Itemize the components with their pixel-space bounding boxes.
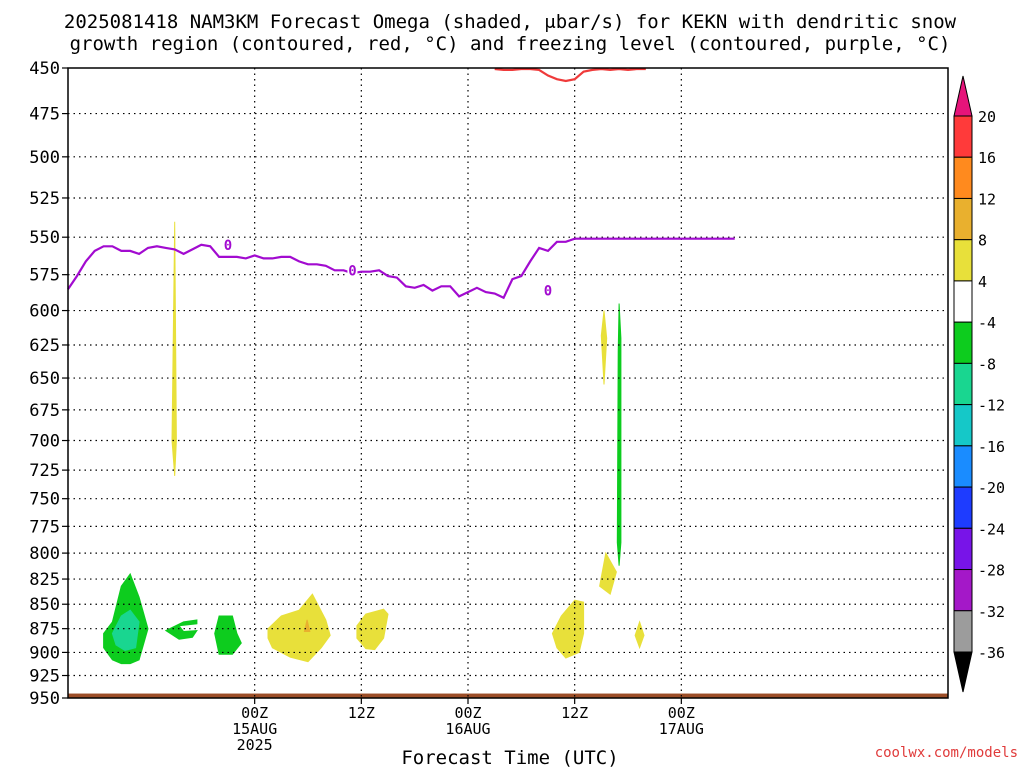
colorbar-swatch (953, 569, 973, 612)
colorbar-label: 12 (978, 190, 996, 208)
colorbar-swatch (953, 486, 973, 529)
y-tick-label: 775 (29, 517, 60, 537)
colorbar-swatch (953, 115, 973, 158)
freezing-level-label: 0 (348, 263, 356, 279)
colorbar-swatch (953, 610, 973, 653)
freezing-level-label: 0 (544, 284, 552, 300)
freezing-level-line (67, 237, 735, 300)
omega-region-10 (599, 551, 617, 596)
colorbar-label: -4 (978, 314, 996, 332)
y-tick-label: 525 (29, 189, 60, 209)
omega-shading (103, 221, 645, 665)
omega-region-7 (356, 608, 389, 651)
contour-lines: 0 0 0 (67, 67, 735, 300)
plot-area: 0 0 0 (67, 67, 949, 699)
colorbar-swatch (953, 362, 973, 406)
colorbar-label: -12 (978, 397, 1005, 415)
x-tick-label: 00Z (668, 704, 695, 722)
colorbar-top-arrow (953, 75, 973, 117)
colorbar-label: -20 (978, 479, 1005, 497)
freezing-level-label: 0 (224, 238, 232, 254)
y-tick-label: 875 (29, 620, 60, 640)
y-tick-label: 950 (29, 689, 60, 709)
colorbar-label: -36 (978, 644, 1005, 662)
x-tick-label: 12Z (561, 704, 588, 722)
omega-region-5 (267, 593, 331, 663)
y-tick-label: 725 (29, 461, 60, 481)
colorbar-swatch (953, 404, 973, 447)
colorbar-swatch (953, 527, 973, 571)
x-tick-label: 00Z (241, 704, 268, 722)
y-tick-label: 450 (29, 59, 60, 79)
colorbar-label: 20 (978, 108, 996, 126)
y-axis: 450 475 500 525 550 575 600 625 650 675 700 725 750 7… (29, 59, 68, 709)
plot-background (68, 68, 948, 698)
colorbar-bottom-arrow (953, 651, 973, 693)
freezing-label-bg (543, 283, 553, 298)
x-axis-label: Forecast Time (UTC) (401, 747, 618, 768)
colorbar-label: -8 (978, 355, 996, 373)
colorbar-label: 4 (978, 273, 987, 291)
omega-region-3 (214, 615, 242, 655)
x-tick-label: 2025 (237, 736, 273, 754)
colorbar-label: -24 (978, 520, 1005, 538)
colorbar-label: -28 (978, 562, 1005, 580)
colorbar-swatch (953, 156, 973, 199)
watermark-text: coolwx.com/models (875, 745, 1018, 761)
y-tick-label: 475 (29, 105, 60, 125)
y-tick-label: 925 (29, 667, 60, 687)
freezing-label-bg (223, 237, 233, 252)
omega-region-8 (551, 599, 585, 659)
y-tick-label: 575 (29, 266, 60, 286)
omega-region-1 (111, 609, 140, 652)
dgz-contour-line (494, 67, 646, 83)
y-tick-label: 600 (29, 302, 60, 322)
plot-frame (67, 67, 949, 699)
chart-title-line2: growth region (contoured, red, °C) and f… (70, 33, 951, 55)
y-tick-label: 550 (29, 228, 60, 248)
gridlines (68, 68, 948, 698)
omega-region-12 (616, 303, 622, 566)
x-tick-label: 17AUG (659, 720, 704, 738)
x-tick-label: 16AUG (445, 720, 490, 738)
ground-layer (68, 693, 948, 698)
y-tick-label: 675 (29, 401, 60, 421)
x-tick-label: 12Z (348, 704, 375, 722)
omega-region-2 (164, 619, 198, 640)
y-tick-label: 700 (29, 432, 60, 452)
x-tick-label: 15AUG (232, 720, 277, 738)
y-tick-label: 625 (29, 336, 60, 356)
x-tick-label: 00Z (454, 704, 481, 722)
omega-region-9 (600, 310, 608, 385)
colorbar-label: -16 (978, 438, 1005, 456)
omega-region-4 (171, 221, 177, 476)
y-tick-label: 900 (29, 643, 60, 663)
omega-region-11 (634, 620, 645, 650)
y-tick-label: 650 (29, 369, 60, 389)
colorbar-label: 8 (978, 232, 987, 250)
colorbar-label: 16 (978, 149, 996, 167)
colorbar-swatch (953, 321, 973, 364)
colorbar-swatch (953, 280, 973, 323)
y-tick-label: 500 (29, 148, 60, 168)
y-tick-label: 800 (29, 544, 60, 564)
colorbar-label: -32 (978, 603, 1005, 621)
y-tick-label: 850 (29, 595, 60, 615)
colorbar: 20 16 12 8 4 -4 -8 -12 -16 -20 -24 -28 -32 -36 (953, 75, 1005, 693)
freezing-label-bg (347, 263, 358, 278)
ground-fill (68, 693, 948, 698)
chart-title-line1: 2025081418 NAM3KM Forecast Omega (shaded… (64, 11, 957, 33)
colorbar-swatch (953, 445, 973, 488)
y-tick-label: 750 (29, 490, 60, 510)
y-tick-label: 825 (29, 570, 60, 590)
colorbar-swatch (953, 197, 973, 241)
colorbar-swatch (953, 239, 973, 282)
